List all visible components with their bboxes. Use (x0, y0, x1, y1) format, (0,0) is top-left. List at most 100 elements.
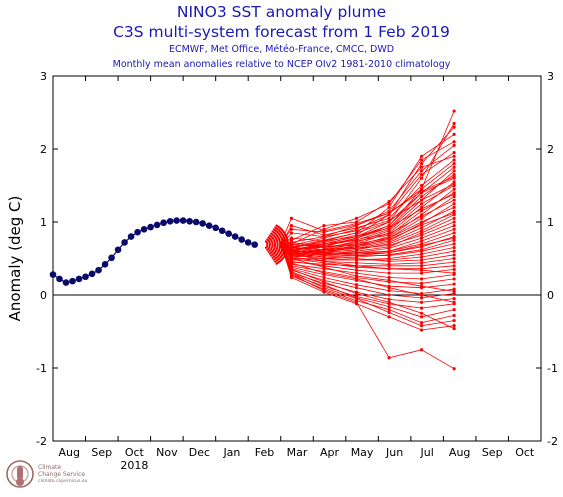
forecast-point (322, 255, 326, 259)
x-tick-label: Apr (320, 446, 340, 459)
forecast-point (420, 268, 424, 272)
forecast-point (354, 268, 359, 272)
y-tick-label-left: -2 (36, 435, 47, 448)
forecast-point (452, 367, 456, 371)
forecast-point (452, 202, 456, 206)
forecast-point (452, 324, 456, 328)
forecast-point (322, 248, 326, 252)
forecast-point (452, 318, 456, 323)
forecast-point (354, 237, 359, 242)
forecast-point (354, 223, 359, 227)
y-tick-label-left: 0 (40, 289, 47, 302)
chart-sources: ECMWF, Met Office, Météo-France, CMCC, D… (168, 44, 395, 55)
forecast-point (387, 199, 391, 204)
forecast-point (354, 216, 359, 220)
forecast-point (420, 264, 424, 268)
observed-point (166, 217, 174, 225)
forecast-point (420, 154, 424, 158)
forecast-point (420, 214, 424, 218)
forecast-point (452, 289, 456, 293)
forecast-fan-arc (271, 230, 282, 260)
forecast-point (452, 165, 456, 169)
forecast-point (452, 162, 456, 166)
forecast-point (452, 175, 456, 179)
forecast-point (420, 315, 424, 319)
forecast-point (452, 264, 456, 268)
forecast-point (452, 277, 456, 281)
observed-point (199, 220, 206, 227)
chart-climatology-note: Monthly mean anomalies relative to NCEP … (112, 59, 451, 70)
x-tick-label: Nov (156, 446, 178, 459)
forecast-point (452, 313, 456, 318)
forecast-point (420, 229, 424, 233)
forecast-point (354, 274, 359, 278)
forecast-point (420, 236, 424, 240)
observed-point (101, 261, 109, 268)
forecast-point (354, 300, 359, 304)
observed-point (75, 275, 83, 283)
chart-axes (52, 75, 542, 442)
forecast-point (452, 180, 456, 184)
y-tick-label-left: 3 (40, 70, 47, 83)
forecast-point (420, 183, 424, 188)
observed-point (212, 224, 219, 232)
forecast-point (354, 246, 359, 250)
observed-point (225, 230, 232, 237)
forecast-point (289, 272, 294, 277)
year-label: 2018 (120, 459, 148, 472)
forecast-point (322, 239, 326, 243)
forecast-point (322, 251, 326, 255)
forecast-point (420, 165, 424, 169)
forecast-point (452, 182, 456, 186)
forecast-plume (264, 109, 456, 371)
observed-point (251, 241, 259, 248)
forecast-point (452, 249, 456, 253)
plot-frame (52, 75, 542, 442)
y-tick-label-left: 1 (40, 216, 47, 229)
observed-point (173, 217, 180, 224)
forecast-point (452, 169, 456, 173)
observed-point (62, 279, 70, 286)
forecast-point (420, 233, 424, 237)
forecast-point (452, 224, 456, 228)
forecast-point (387, 289, 391, 293)
observed-point (114, 246, 122, 254)
forecast-fan-arc (272, 228, 284, 262)
forecast-fan-arc (267, 236, 274, 254)
forecast-point (289, 261, 294, 265)
forecast-member (280, 245, 456, 275)
observed-point (160, 219, 167, 227)
forecast-member (280, 245, 456, 304)
forecast-point (452, 172, 456, 177)
forecast-point (289, 256, 294, 261)
forecast-fan-arc (269, 232, 279, 258)
logo-text: Climate Change Service climate.copernicu… (38, 464, 88, 485)
forecast-fan-arc (264, 240, 269, 250)
observed-point (56, 275, 63, 283)
observed-point (140, 226, 148, 233)
forecast-point (420, 209, 424, 213)
forecast-point (420, 187, 424, 191)
observed-point (95, 266, 102, 274)
forecast-point (420, 231, 424, 235)
observed-point (49, 271, 57, 278)
forecast-point (289, 216, 294, 220)
forecast-point (387, 305, 391, 309)
forecast-point (452, 287, 456, 291)
observed-point (153, 221, 161, 229)
forecast-point (420, 324, 424, 328)
forecast-point (452, 216, 456, 220)
logo-line-1: Climate (38, 464, 62, 471)
forecast-point (289, 248, 294, 252)
observed-point (205, 222, 213, 229)
forecast-point (452, 158, 456, 162)
x-tick-label: Mar (287, 446, 308, 459)
forecast-point (452, 242, 456, 246)
x-tick-label: Sep (91, 446, 112, 459)
forecast-point (452, 154, 456, 158)
forecast-point (452, 256, 456, 261)
forecast-point (322, 235, 326, 239)
forecast-point (452, 245, 456, 250)
y-tick-label-right: 3 (547, 70, 554, 83)
